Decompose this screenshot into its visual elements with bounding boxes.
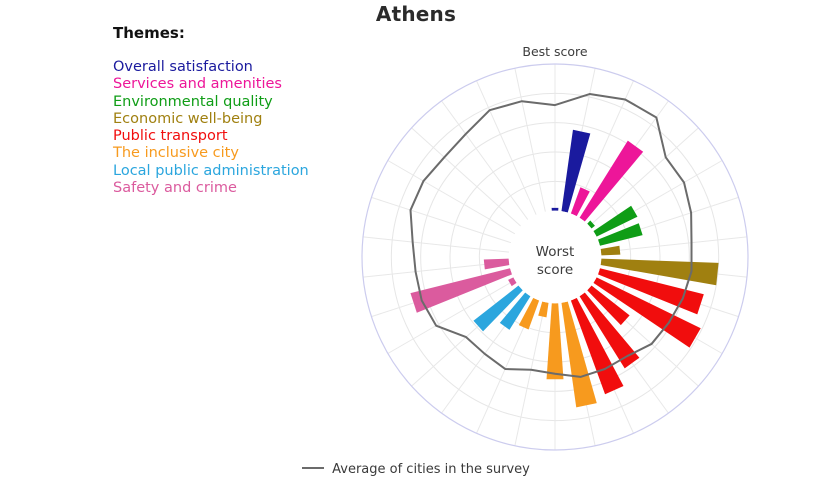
worst-score-label-line1: Worst <box>536 244 575 260</box>
legend-item-local-public-administration: Local public administration <box>113 162 309 179</box>
petal-1 <box>561 129 591 213</box>
average-line-series <box>409 93 693 378</box>
legend-item-the-inclusive-city: The inclusive city <box>113 145 239 162</box>
petal-6 <box>597 223 643 246</box>
line-swatch-icon <box>302 467 325 469</box>
petal-19 <box>473 285 523 332</box>
legend-item-services-and-amenities: Services and amenities <box>113 76 282 93</box>
legend-item-overall-satisfaction: Overall satisfaction <box>113 59 253 75</box>
themes-legend: Themes: Overall satisfaction Services an… <box>113 24 373 197</box>
petal-4 <box>587 220 595 229</box>
petal-5 <box>593 205 638 237</box>
petal-10 <box>593 277 701 348</box>
petal-12 <box>579 292 640 369</box>
petal-15 <box>546 303 564 380</box>
worst-score-label-line2: score <box>537 262 573 278</box>
legend-item-environmental-quality: Environmental quality <box>113 93 273 110</box>
petal-11 <box>587 285 630 326</box>
petal-14 <box>561 301 597 408</box>
petal-18 <box>499 292 531 330</box>
petal-13 <box>570 297 624 395</box>
page-title: Athens <box>375 2 457 26</box>
petal-7 <box>600 245 621 256</box>
legend-item-public-transport: Public transport <box>113 128 228 145</box>
average-line-legend: Average of cities in the survey <box>0 462 832 477</box>
average-line-legend-label: Average of cities in the survey <box>332 462 530 477</box>
outer-boundary-circle <box>361 63 749 451</box>
average-line-path <box>409 93 693 378</box>
petal-20 <box>508 277 517 287</box>
petal-22 <box>483 258 510 270</box>
petal-0 <box>551 207 559 211</box>
themes-legend-heading: Themes: <box>113 24 185 42</box>
legend-item-economic-well-being: Economic well-being <box>113 110 263 127</box>
petal-17 <box>518 297 540 330</box>
petal-21 <box>410 268 513 313</box>
petal-16 <box>538 301 549 318</box>
petal-2 <box>570 187 590 217</box>
center-hole <box>508 210 602 304</box>
legend-item-safety-and-crime: Safety and crime <box>113 180 237 197</box>
petal-3 <box>579 140 644 222</box>
best-score-label: Best score <box>522 44 588 59</box>
petal-9 <box>597 268 704 315</box>
